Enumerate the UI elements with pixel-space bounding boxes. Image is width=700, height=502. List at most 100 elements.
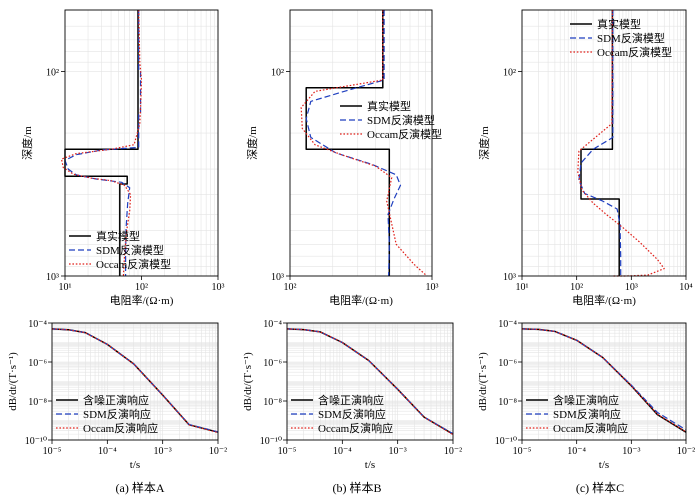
legend-label-1: SDM反演响应 xyxy=(83,407,151,421)
legend-label-0: 真实模型 xyxy=(597,17,641,31)
x-tick-label: 10⁻⁵ xyxy=(513,446,532,457)
x-tick-label: 10¹ xyxy=(516,282,529,293)
x-tick-label: 10⁻² xyxy=(444,446,462,457)
y-tick-label: 10³ xyxy=(503,272,516,283)
x-tick-label: 10³ xyxy=(426,282,439,293)
y-tick-label: 10⁻¹⁰ xyxy=(260,436,282,447)
series-line-1 xyxy=(578,10,622,276)
x-tick-label: 10⁻² xyxy=(677,446,695,457)
x-axis-label: 电阻率/(Ω·m) xyxy=(110,293,174,307)
plot-frame xyxy=(286,322,454,441)
y-tick-label: 10³ xyxy=(271,272,284,283)
legend-label-0: 真实模型 xyxy=(96,229,140,243)
legend-label-2: Occam反演响应 xyxy=(83,421,158,435)
plot-frame xyxy=(51,322,219,441)
x-tick-label: 10³ xyxy=(212,282,225,293)
y-axis-label: 深度/m xyxy=(477,126,491,160)
y-tick-label: 10⁻⁸ xyxy=(498,397,517,408)
x-axis-label: 电阻率/(Ω·m) xyxy=(329,293,393,307)
series-line-2 xyxy=(51,328,219,434)
chart-panel-b-response: 10⁻⁵ 10⁻⁴ 10⁻³ 10⁻² 10⁻⁴ 10⁻⁶ 10⁻⁸ 10⁻¹⁰ t/s dB/d… xyxy=(242,319,462,471)
y-tick-label: 10² xyxy=(271,68,284,79)
plot-frame xyxy=(521,322,687,441)
legend-label-2: Occam反演模型 xyxy=(96,257,171,271)
chart-panel-c-response: 10⁻⁵ 10⁻⁴ 10⁻³ 10⁻² 10⁻⁴ 10⁻⁶ 10⁻⁸ 10⁻¹⁰ t/s dB/d… xyxy=(477,319,695,471)
x-tick-label: 10⁻⁵ xyxy=(278,446,297,457)
x-axis-label: t/s xyxy=(365,459,375,471)
y-axis-label: 深度/m xyxy=(20,126,34,160)
legend-label-0: 真实模型 xyxy=(367,99,411,113)
legend-label-1: SDM反演响应 xyxy=(553,407,621,421)
x-tick-label: 10¹ xyxy=(59,282,72,293)
y-tick-label: 10⁻⁴ xyxy=(498,319,517,330)
y-axis-label: dB/dt/(T·s⁻¹) xyxy=(242,352,254,411)
legend-label-2: Occam反演模型 xyxy=(597,45,672,59)
y-axis-label: dB/dt/(T·s⁻¹) xyxy=(477,352,489,411)
x-axis-label: t/s xyxy=(599,459,609,471)
y-axis-label: 深度/m xyxy=(245,126,259,160)
chart-panel-b-model: 10² 10³10²10³电阻率/(Ω·m)深度/m真实模型SDM反演模型Occa… xyxy=(245,9,442,307)
caption-1: (b) 样本B xyxy=(333,480,382,495)
y-tick-label: 10² xyxy=(503,68,516,79)
series-line-0 xyxy=(580,10,620,276)
x-tick-label: 10⁻³ xyxy=(622,446,640,457)
x-axis-label: t/s xyxy=(130,459,140,471)
chart-panel-a-model: 10¹ 10² 10³ 10² 10³ 电阻率/(Ω·m) 深度/m 真实模型SDM反演模型O… xyxy=(20,9,225,307)
x-tick-label: 10⁻² xyxy=(209,446,227,457)
x-tick-label: 10⁻⁴ xyxy=(333,446,352,457)
legend-label-2: Occam反演响应 xyxy=(553,421,628,435)
x-tick-label: 10² xyxy=(135,282,148,293)
legend-label-0: 含噪正演响应 xyxy=(318,393,384,407)
y-tick-label: 10⁻⁶ xyxy=(263,358,282,369)
legend-label-1: SDM反演模型 xyxy=(96,243,164,257)
legend-label-1: SDM反演模型 xyxy=(367,113,435,127)
y-tick-label: 10⁻¹⁰ xyxy=(25,436,47,447)
x-tick-label: 10⁻⁴ xyxy=(98,446,117,457)
series-line-2 xyxy=(300,10,428,277)
x-tick-label: 10³ xyxy=(625,282,638,293)
legend-label-2: Occam反演模型 xyxy=(367,127,442,141)
chart-panel-a-response: 10⁻⁵ 10⁻⁴ 10⁻³ 10⁻² 10⁻⁴ 10⁻⁶ 10⁻⁸ 10⁻¹⁰ t/s dB/d… xyxy=(7,319,227,471)
chart-panel-c-model: 10¹ 10² 10³ 10⁴10²10³电阻率/(Ω·m)深度/m真实模型SDM反演… xyxy=(477,9,693,307)
caption-0: (a) 样本A xyxy=(116,480,165,495)
plot-frame xyxy=(289,9,433,277)
y-tick-label: 10² xyxy=(46,68,59,79)
y-tick-label: 10⁻⁸ xyxy=(28,397,47,408)
x-tick-label: 10² xyxy=(284,282,297,293)
legend-label-1: SDM反演模型 xyxy=(597,31,665,45)
x-axis-label: 电阻率/(Ω·m) xyxy=(572,293,636,307)
legend-label-0: 含噪正演响应 xyxy=(83,393,149,407)
series-line-1 xyxy=(286,328,454,435)
series-line-2 xyxy=(577,9,665,277)
y-tick-label: 10⁻⁶ xyxy=(28,358,47,369)
x-tick-label: 10⁻³ xyxy=(389,446,407,457)
legend-label-0: 含噪正演响应 xyxy=(553,393,619,407)
y-tick-label: 10⁻⁴ xyxy=(28,319,47,330)
legend-label-2: Occam反演响应 xyxy=(318,421,393,435)
x-tick-label: 10⁻³ xyxy=(154,446,172,457)
x-tick-label: 10⁻⁴ xyxy=(567,446,586,457)
series-line-2 xyxy=(521,328,687,433)
y-tick-label: 10³ xyxy=(46,272,59,283)
legend-label-1: SDM反演响应 xyxy=(318,407,386,421)
y-tick-label: 10⁻⁶ xyxy=(498,358,517,369)
y-tick-label: 10⁻⁸ xyxy=(263,397,282,408)
x-tick-label: 10⁻⁵ xyxy=(43,446,62,457)
series-line-0 xyxy=(305,10,391,276)
series-line-2 xyxy=(60,9,143,277)
plot-frame xyxy=(521,9,687,277)
x-tick-label: 10⁴ xyxy=(679,282,693,293)
y-tick-label: 10⁻⁴ xyxy=(263,319,282,330)
series-line-1 xyxy=(305,10,402,277)
caption-2: (c) 样本C xyxy=(576,480,624,495)
y-axis-label: dB/dt/(T·s⁻¹) xyxy=(7,352,19,411)
x-tick-label: 10² xyxy=(570,282,583,293)
series-line-1 xyxy=(64,10,142,276)
